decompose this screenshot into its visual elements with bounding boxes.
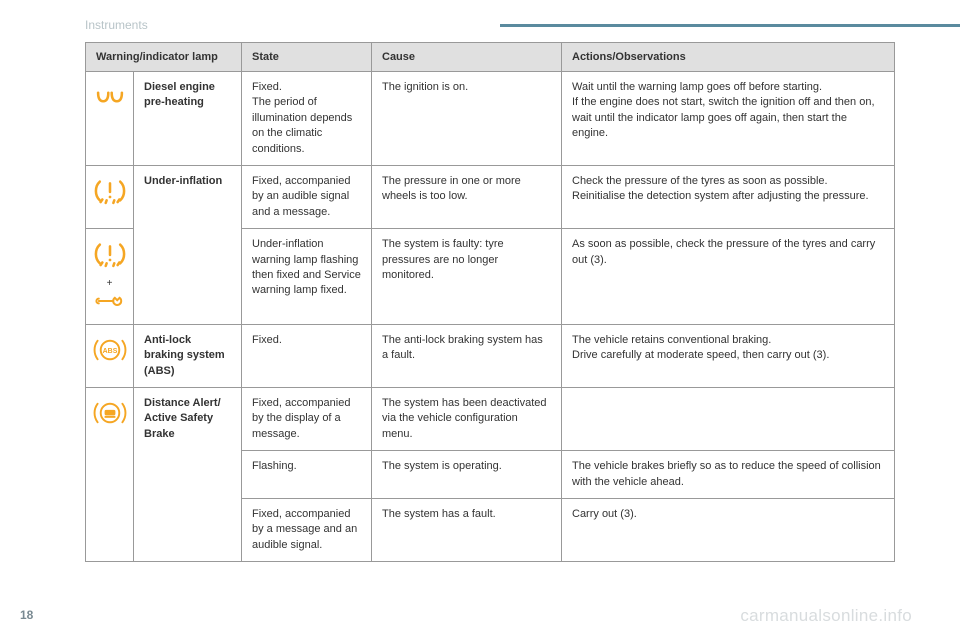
lamp-icon: + bbox=[86, 229, 134, 325]
cause-cell: The system has been deactivated via the … bbox=[372, 388, 562, 451]
lamp-name: Distance Alert/ Active Safety Brake bbox=[134, 388, 242, 562]
col-cause: Cause bbox=[372, 43, 562, 72]
state-cell: Fixed, accompanied by a message and an a… bbox=[242, 499, 372, 562]
state-cell: Fixed. bbox=[242, 324, 372, 387]
cause-cell: The ignition is on. bbox=[372, 72, 562, 166]
warning-lamp-table: Warning/indicator lamp State Cause Actio… bbox=[85, 42, 895, 562]
table-row: Distance Alert/ Active Safety BrakeFixed… bbox=[86, 388, 895, 451]
lamp-name: Diesel engine pre-heating bbox=[134, 72, 242, 166]
state-cell: Fixed.The period of illumination depends… bbox=[242, 72, 372, 166]
col-state: State bbox=[242, 43, 372, 72]
cause-cell: The system is faulty: tyre pressures are… bbox=[372, 229, 562, 325]
watermark: carmanualsonline.info bbox=[740, 606, 912, 626]
action-cell: Wait until the warning lamp goes off bef… bbox=[562, 72, 895, 166]
action-cell bbox=[562, 388, 895, 451]
table-row: ABSAnti-lock braking system (ABS)Fixed.T… bbox=[86, 324, 895, 387]
action-cell: As soon as possible, check the pressure … bbox=[562, 229, 895, 325]
lamp-icon: ABS bbox=[86, 324, 134, 387]
action-cell: The vehicle retains conventional braking… bbox=[562, 324, 895, 387]
col-actions: Actions/Observations bbox=[562, 43, 895, 72]
lamp-name: Anti-lock braking system (ABS) bbox=[134, 324, 242, 387]
state-cell: Under-inflation warning lamp flashing th… bbox=[242, 229, 372, 325]
svg-text:ABS: ABS bbox=[102, 348, 117, 355]
action-cell: Check the pressure of the tyres as soon … bbox=[562, 165, 895, 228]
lamp-icon bbox=[86, 388, 134, 562]
cause-cell: The system is operating. bbox=[372, 451, 562, 499]
state-cell: Flashing. bbox=[242, 451, 372, 499]
state-cell: Fixed, accompanied by an audible signal … bbox=[242, 165, 372, 228]
table-row: Diesel engine pre-heatingFixed.The perio… bbox=[86, 72, 895, 166]
cause-cell: The system has a fault. bbox=[372, 499, 562, 562]
lamp-icon bbox=[86, 72, 134, 166]
cause-cell: The anti-lock braking system has a fault… bbox=[372, 324, 562, 387]
page-number: 18 bbox=[20, 608, 33, 622]
table-row: Under-inflationFixed, accompanied by an … bbox=[86, 165, 895, 228]
header-rule bbox=[500, 24, 960, 27]
action-cell: The vehicle brakes briefly so as to redu… bbox=[562, 451, 895, 499]
action-cell: Carry out (3). bbox=[562, 499, 895, 562]
lamp-name: Under-inflation bbox=[134, 165, 242, 324]
section-header: Instruments bbox=[0, 0, 960, 42]
cause-cell: The pressure in one or more wheels is to… bbox=[372, 165, 562, 228]
state-cell: Fixed, accompanied by the display of a m… bbox=[242, 388, 372, 451]
lamp-icon bbox=[86, 165, 134, 228]
col-lamp: Warning/indicator lamp bbox=[86, 43, 242, 72]
